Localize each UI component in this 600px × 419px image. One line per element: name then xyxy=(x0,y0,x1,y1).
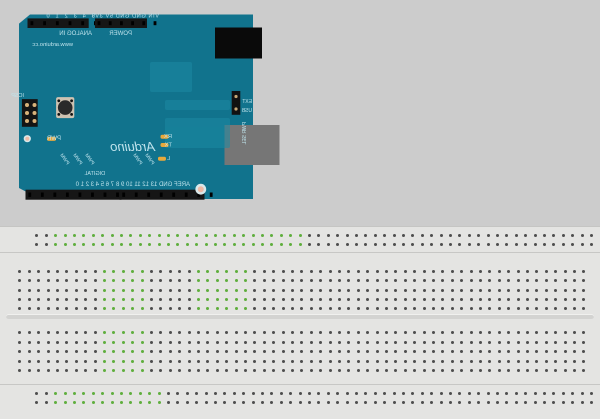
svg-text:TX: TX xyxy=(164,143,172,149)
svg-text:DIGITAL: DIGITAL xyxy=(84,171,105,177)
svg-text:EXT: EXT xyxy=(242,99,252,105)
svg-text:5 4 3 2 1 0: 5 4 3 2 1 0 xyxy=(44,14,95,20)
svg-text:VIN GND GND 5V 3V3: VIN GND GND 5V 3V3 xyxy=(91,14,159,20)
svg-text:ANALOG IN: ANALOG IN xyxy=(59,31,92,37)
svg-text:PWR SEL: PWR SEL xyxy=(242,122,248,145)
svg-text:RX: RX xyxy=(164,134,172,140)
svg-text:Arduino: Arduino xyxy=(110,139,156,154)
svg-text:www.arduino.cc: www.arduino.cc xyxy=(32,42,74,48)
svg-text:PWR: PWR xyxy=(46,136,61,142)
svg-text:POWER: POWER xyxy=(109,31,132,37)
svg-text:AREF GND 13 12 11 10 9 8: AREF GND 13 12 11 10 9 8 xyxy=(115,182,190,188)
svg-text:7 6 5 4 3 2 1 0: 7 6 5 4 3 2 1 0 xyxy=(75,182,114,188)
svg-text:ICSP: ICSP xyxy=(11,93,24,99)
svg-text:USB: USB xyxy=(241,108,252,114)
